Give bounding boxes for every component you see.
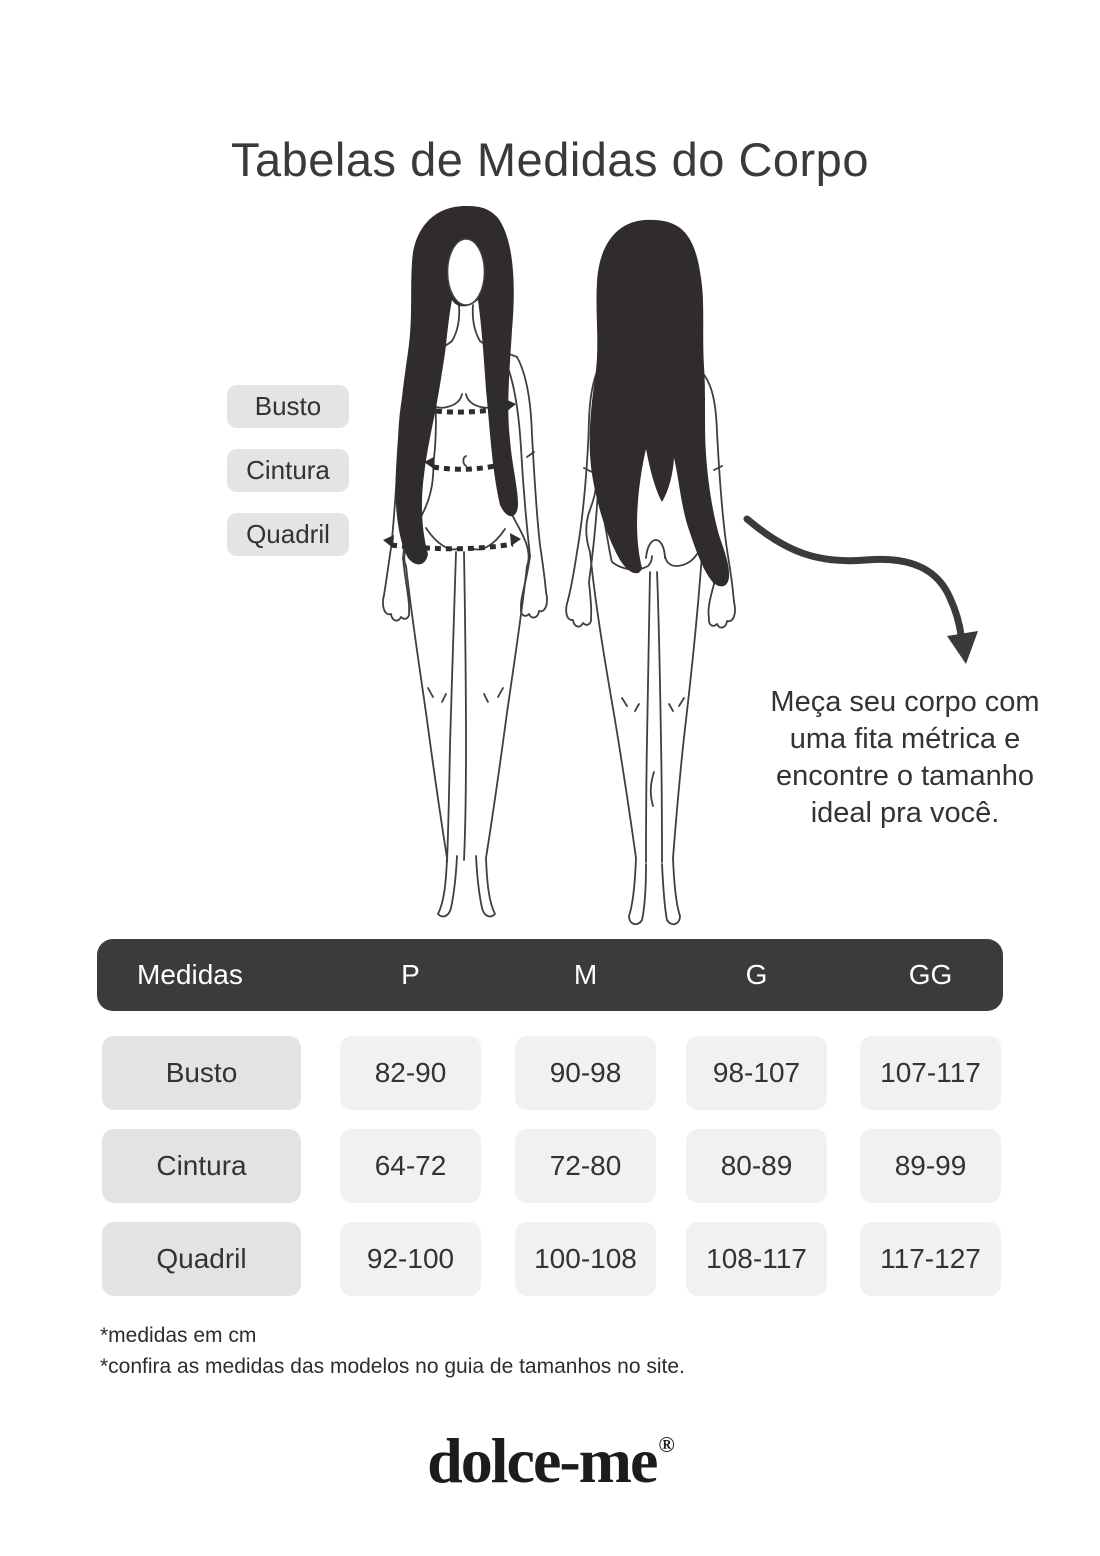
size-cell-quadril-m: 100-108 xyxy=(515,1222,656,1296)
brand-logo: dolce-me® xyxy=(0,1424,1100,1498)
back-left-hand xyxy=(565,581,593,628)
bust-label-pill: Busto xyxy=(227,385,349,428)
row-label-busto: Busto xyxy=(102,1036,301,1110)
col-header-gg: GG xyxy=(908,959,953,990)
size-cell-cintura-g: 80-89 xyxy=(686,1129,827,1203)
bust-measure-line xyxy=(424,405,506,415)
footnotes: *medidas em cm *confira as medidas das m… xyxy=(100,1320,685,1382)
front-hair-bangs xyxy=(448,219,485,256)
waist-label: Cintura xyxy=(246,455,330,485)
front-hair-shape xyxy=(395,206,518,565)
col-header-medidas: Medidas xyxy=(137,959,243,990)
brand-name: dolce-me xyxy=(427,1425,658,1496)
front-inner-leg-lines xyxy=(446,551,467,863)
curved-arrow-shaft xyxy=(743,515,966,648)
front-left-leg-outer xyxy=(405,565,448,859)
footnote-models: *confira as medidas das modelos no guia … xyxy=(100,1355,685,1378)
back-right-hand xyxy=(707,583,736,629)
hip-measure-line xyxy=(390,541,514,552)
hip-label-pill: Quadril xyxy=(227,513,349,556)
size-table-header-bar: Medidas P M G GG xyxy=(97,939,1003,1011)
front-navel-mark xyxy=(462,455,467,467)
instruction-line: Meça seu corpo com xyxy=(770,686,1040,718)
size-cell-quadril-p: 92-100 xyxy=(340,1222,481,1296)
col-header-g: G xyxy=(745,959,768,990)
back-left-foot xyxy=(628,857,647,926)
back-right-foot xyxy=(661,857,681,926)
back-buttocks-curves xyxy=(602,513,698,571)
instruction-line: ideal pra você. xyxy=(810,797,1000,829)
front-right-leg-outer xyxy=(485,565,528,859)
curved-arrow-head xyxy=(947,631,978,664)
col-header-p: P xyxy=(401,959,420,990)
front-right-hand xyxy=(382,557,411,622)
size-cell-quadril-gg: 117-127 xyxy=(860,1222,1001,1296)
back-hair-shape xyxy=(589,219,730,587)
front-hip-creases xyxy=(425,527,506,551)
size-cell-busto-gg: 107-117 xyxy=(860,1036,1001,1110)
back-knee-marks xyxy=(621,697,685,712)
back-left-arm-outline xyxy=(567,357,606,601)
col-header-m: M xyxy=(573,959,598,990)
instruction-line: encontre o tamanho xyxy=(776,760,1034,792)
figure-front-view xyxy=(382,206,548,918)
size-cell-busto-p: 82-90 xyxy=(340,1036,481,1110)
waist-measure-line xyxy=(432,463,496,472)
curved-arrow-icon xyxy=(743,515,978,664)
front-left-foot xyxy=(437,855,458,918)
figure-back-view xyxy=(565,219,736,926)
front-right-foot xyxy=(475,855,496,918)
front-face xyxy=(446,238,486,306)
size-cell-cintura-p: 64-72 xyxy=(340,1129,481,1203)
body-measurement-figures xyxy=(382,206,978,926)
row-label-quadril: Quadril xyxy=(102,1222,301,1296)
measurement-lines xyxy=(383,399,521,552)
back-left-leg-outer xyxy=(589,551,637,859)
size-cell-busto-g: 98-107 xyxy=(686,1036,827,1110)
size-cell-cintura-gg: 89-99 xyxy=(860,1129,1001,1203)
page-title: Tabelas de Medidas do Corpo xyxy=(231,133,869,187)
measure-arrowheads xyxy=(383,399,521,548)
measure-instruction: Meça seu corpo com uma fita métrica e en… xyxy=(740,684,1070,832)
footnote-units: *medidas em cm xyxy=(100,1324,257,1347)
waist-label-pill: Cintura xyxy=(227,449,349,492)
back-calf-mark xyxy=(649,771,655,807)
back-right-leg-outer xyxy=(672,553,703,859)
registered-trademark-mark: ® xyxy=(658,1432,675,1457)
instruction-line: uma fita métrica e xyxy=(789,723,1021,755)
back-inner-leg-lines xyxy=(645,571,663,863)
size-cell-quadril-g: 108-117 xyxy=(686,1222,827,1296)
size-cell-cintura-m: 72-80 xyxy=(515,1129,656,1203)
front-left-arm-outline xyxy=(516,356,547,593)
front-knee-marks xyxy=(427,687,504,703)
front-neck-outline xyxy=(451,304,481,342)
row-label-cintura: Cintura xyxy=(102,1129,301,1203)
bust-label: Busto xyxy=(254,391,322,421)
back-elbow-marks xyxy=(583,465,723,473)
hip-label: Quadril xyxy=(246,519,330,549)
front-left-arm-inner xyxy=(506,364,531,557)
back-right-arm-outline xyxy=(699,369,735,603)
size-cell-busto-m: 90-98 xyxy=(515,1036,656,1110)
